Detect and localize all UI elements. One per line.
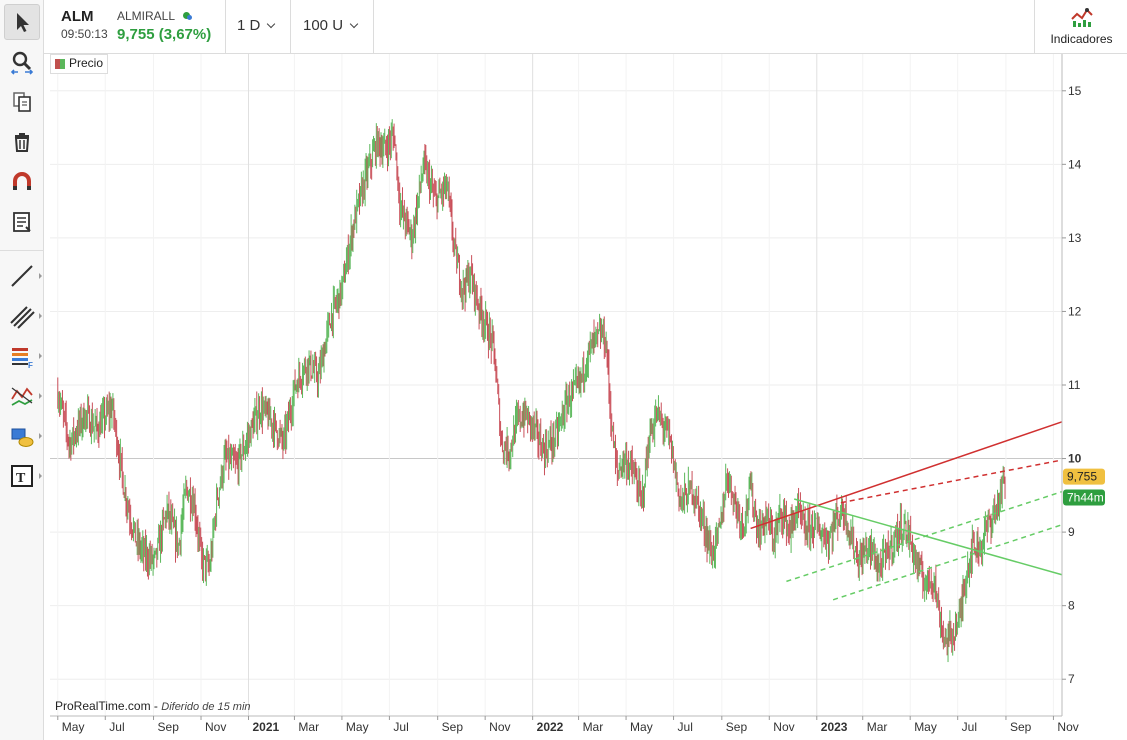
svg-text:F: F <box>28 361 33 369</box>
grid <box>50 54 1062 716</box>
trend-drawings <box>750 421 1063 601</box>
x-tick-label: Mar <box>298 720 319 734</box>
indicators-label: Indicadores <box>1050 32 1113 46</box>
trash-icon[interactable] <box>4 124 40 160</box>
symbol-label[interactable]: ALM <box>61 8 94 25</box>
copy-icon[interactable] <box>4 84 40 120</box>
units-dropdown[interactable]: 100 U <box>303 17 359 34</box>
x-tick-label: May <box>914 720 937 734</box>
interval-value: 1 D <box>237 17 261 34</box>
x-tick-label: 2021 <box>253 720 280 734</box>
x-axis: May Jul Sep Nov 2021 Mar May Jul Sep Nov 2022 Mar Ma… <box>57 716 1079 734</box>
indicators-icon <box>1071 8 1093 27</box>
last-price-tag-label: 9,755 <box>1067 470 1097 484</box>
line-icon[interactable] <box>4 258 42 294</box>
chevron-down-icon <box>349 19 359 29</box>
x-tick-label: Nov <box>205 720 226 734</box>
y-tick-label: 15 <box>1068 84 1082 98</box>
y-tick-label: 9 <box>1068 525 1075 539</box>
quote-time: 09:50:13 <box>61 27 108 41</box>
chevron-down-icon <box>267 19 276 29</box>
legend-swatch-green <box>60 59 65 69</box>
header-divider <box>290 0 291 53</box>
last-price-change: 9,755 (3,67%) <box>117 26 212 43</box>
y-tick-label: 14 <box>1068 157 1082 171</box>
brand-label: ProRealTime.com <box>55 699 151 713</box>
data-credit: ProRealTime.com - Diferido de 15 min <box>55 699 251 713</box>
drawing-toolbar: F T <box>0 0 44 740</box>
magnet-icon[interactable] <box>4 164 40 200</box>
x-tick-label: Jul <box>393 720 408 734</box>
x-tick-label: Jul <box>678 720 693 734</box>
countdown-tag-label: 7h44m <box>1067 491 1104 505</box>
status-dot-secondary-icon <box>187 15 192 20</box>
x-tick-label: Sep <box>442 720 464 734</box>
legend-label: Precio <box>69 56 104 70</box>
x-tick-label: Nov <box>489 720 510 734</box>
interval-dropdown[interactable]: 1 D <box>237 17 276 34</box>
shapes-icon[interactable] <box>4 418 42 454</box>
y-axis: 7 8 9 10 11 12 13 14 15 <box>1062 84 1082 686</box>
list-icon[interactable] <box>4 204 40 240</box>
header-divider <box>373 0 374 53</box>
indicators-button[interactable]: Indicadores <box>1034 0 1127 53</box>
y-tick-label: 12 <box>1068 304 1082 318</box>
pattern-icon[interactable] <box>4 378 42 414</box>
candles <box>57 119 1006 663</box>
countdown-tag-box <box>1063 489 1105 506</box>
price-tags: 9,755 7h44m <box>1063 468 1105 506</box>
dashed-trendline <box>832 524 1063 601</box>
y-tick-label: 11 <box>1068 378 1081 392</box>
dashed-trendline <box>840 459 1063 504</box>
series-legend[interactable]: Precio <box>50 54 109 74</box>
svg-text:T: T <box>16 471 26 486</box>
y-tick-label: 10 <box>1068 452 1082 466</box>
delay-label: Diferido de 15 min <box>161 701 251 713</box>
header-divider <box>225 0 226 53</box>
x-tick-label: Mar <box>583 720 604 734</box>
units-value: 100 U <box>303 17 344 34</box>
x-tick-label: Nov <box>773 720 794 734</box>
x-tick-label: Sep <box>726 720 748 734</box>
x-tick-label: Mar <box>867 720 888 734</box>
trendline <box>794 498 1063 576</box>
text-icon[interactable]: T <box>4 458 42 494</box>
y-tick-label: 8 <box>1068 599 1075 613</box>
x-tick-label: May <box>346 720 369 734</box>
dashed-trendline <box>786 490 1063 583</box>
x-tick-label: Jul <box>962 720 977 734</box>
x-tick-label: 2023 <box>821 720 848 734</box>
pointer-icon[interactable] <box>4 4 40 40</box>
zoom-icon[interactable] <box>4 44 40 80</box>
status-dot-icon <box>183 12 190 19</box>
fibonacci-icon[interactable]: F <box>4 338 42 374</box>
x-tick-label: Jul <box>109 720 124 734</box>
x-tick-label: Sep <box>158 720 180 734</box>
legend-swatch-red <box>55 59 60 69</box>
last-price-tag-box <box>1063 468 1105 485</box>
price-chart[interactable]: 7 8 9 10 11 12 13 14 15 May Jul Sep Nov 2021 Mar May Ju… <box>44 54 1127 740</box>
chart-header: ALM 09:50:13 ALMIRALL 9,755 (3,67%) 1 D … <box>44 0 1127 54</box>
x-tick-label: Nov <box>1057 720 1078 734</box>
y-tick-label: 13 <box>1068 231 1082 245</box>
channel-icon[interactable] <box>4 298 42 334</box>
toolbar-separator <box>0 250 44 251</box>
trendline <box>750 421 1063 530</box>
x-tick-label: May <box>62 720 85 734</box>
x-tick-label: Sep <box>1010 720 1032 734</box>
x-tick-label: May <box>630 720 653 734</box>
y-tick-label: 7 <box>1068 672 1075 686</box>
x-tick-label: 2022 <box>537 720 564 734</box>
instrument-name: ALMIRALL <box>117 9 176 23</box>
